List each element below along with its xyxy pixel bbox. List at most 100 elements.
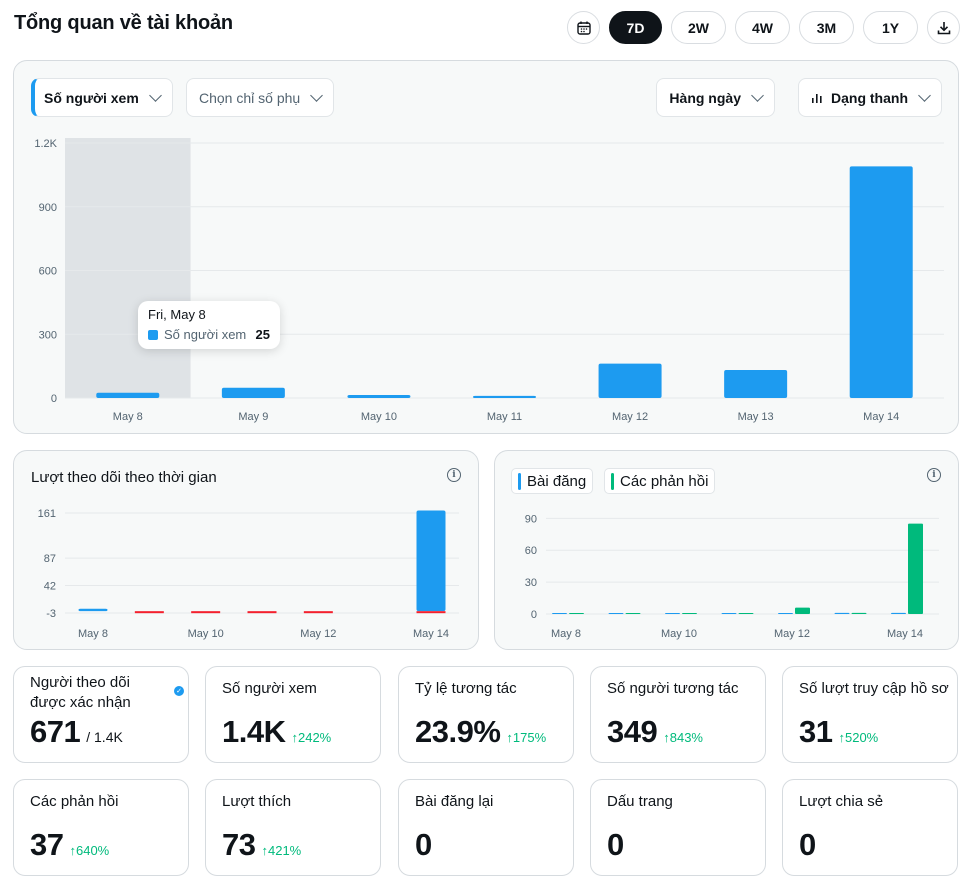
stat-value: 31 bbox=[799, 714, 833, 749]
download-button[interactable] bbox=[927, 11, 960, 44]
stat-value: 0 bbox=[415, 827, 432, 862]
x-tick-label: May 8 bbox=[113, 411, 143, 423]
download-icon bbox=[937, 21, 950, 34]
metric-select-label: Số người xem bbox=[44, 89, 139, 106]
legend-posts[interactable]: Bài đăng bbox=[511, 468, 594, 494]
y-tick-label: 161 bbox=[38, 508, 56, 520]
x-tick-label: May 8 bbox=[551, 628, 581, 640]
x-tick-label: May 12 bbox=[612, 411, 648, 423]
stat-delta: ↑843% bbox=[663, 730, 703, 745]
bar-replies bbox=[851, 612, 867, 614]
stat-value: 37 bbox=[30, 827, 64, 862]
secondary-metric-select[interactable]: Chọn chỉ số phụ bbox=[186, 78, 335, 117]
stat-card-likes[interactable]: Lượt thích 73 ↑421% bbox=[205, 779, 381, 876]
calendar-icon bbox=[576, 21, 591, 35]
frequency-select[interactable]: Hàng ngày bbox=[656, 78, 775, 117]
y-tick-label: 30 bbox=[525, 577, 537, 589]
bar-posts bbox=[778, 613, 793, 614]
stat-card-verified-followers[interactable]: Người theo dõi được xác nhận ✓ 671 / 1.4K bbox=[13, 666, 189, 763]
followers-bar-chart: -3 42 87 161 May 8 May 10 May 12 May 14 bbox=[38, 508, 459, 640]
y-tick-label: 300 bbox=[39, 329, 57, 341]
stat-label: Tỷ lệ tương tác bbox=[415, 680, 517, 697]
verified-badge-icon: ✓ bbox=[174, 686, 184, 696]
bar-followers-loss bbox=[191, 611, 221, 614]
bar-views bbox=[849, 166, 913, 398]
bar-views bbox=[473, 395, 536, 398]
bar-views bbox=[724, 369, 788, 398]
chart-tooltip: Fri, May 8 Số người xem 25 bbox=[138, 301, 280, 349]
bar-posts bbox=[834, 612, 850, 614]
legend-replies-label: Các phản hồi bbox=[620, 472, 709, 490]
x-tick-label: May 10 bbox=[361, 411, 397, 423]
x-tick-label: May 10 bbox=[661, 628, 697, 640]
x-tick-label: May 11 bbox=[487, 411, 522, 423]
stat-card-shares[interactable]: Lượt chia sẻ 0 bbox=[782, 779, 958, 876]
bar-posts bbox=[891, 612, 906, 614]
stat-value: 671 bbox=[30, 714, 81, 749]
bar-followers-loss bbox=[416, 611, 446, 614]
x-tick-label: May 10 bbox=[188, 628, 224, 640]
bar-views bbox=[598, 363, 662, 398]
date-range-bar: 7D 2W 4W 3M 1Y bbox=[567, 11, 960, 44]
bar-views bbox=[221, 387, 285, 398]
range-3m-button[interactable]: 3M bbox=[799, 11, 854, 44]
stat-value: 1.4K bbox=[222, 714, 286, 749]
bar-followers-loss bbox=[303, 611, 333, 614]
stat-card-profile-visits[interactable]: Số lượt truy cập hồ sơ 31 ↑520% bbox=[782, 666, 958, 763]
bar-posts bbox=[608, 613, 624, 614]
stat-card-bookmarks[interactable]: Dấu trang 0 bbox=[590, 779, 766, 876]
legend-replies[interactable]: Các phản hồi bbox=[604, 468, 716, 494]
metric-select[interactable]: Số người xem bbox=[31, 78, 173, 117]
range-4w-button[interactable]: 4W bbox=[735, 11, 790, 44]
x-tick-label: May 12 bbox=[774, 628, 810, 640]
stat-value: 73 bbox=[222, 827, 256, 862]
y-tick-label: -3 bbox=[46, 608, 56, 620]
bar-replies bbox=[569, 613, 584, 614]
stat-card-engagement-rate[interactable]: Tỷ lệ tương tác 23.9% ↑175% bbox=[398, 666, 574, 763]
info-icon[interactable]: i bbox=[927, 468, 941, 482]
x-tick-label: May 13 bbox=[738, 411, 774, 423]
stat-label: Dấu trang bbox=[607, 793, 673, 810]
stat-card-reposts[interactable]: Bài đăng lại 0 bbox=[398, 779, 574, 876]
bar-posts bbox=[552, 613, 567, 614]
tooltip-date: Fri, May 8 bbox=[148, 307, 206, 322]
stat-card-replies[interactable]: Các phản hồi 37 ↑640% bbox=[13, 779, 189, 876]
bar-views bbox=[347, 395, 411, 398]
y-tick-label: 87 bbox=[44, 553, 56, 565]
chart-style-label: Dạng thanh bbox=[831, 89, 908, 106]
x-tick-label: May 14 bbox=[863, 411, 899, 423]
info-icon[interactable]: i bbox=[447, 468, 461, 482]
chart-style-select[interactable]: Dạng thanh bbox=[798, 78, 942, 117]
stat-label: Lượt thích bbox=[222, 793, 292, 810]
bar-replies bbox=[682, 613, 697, 614]
x-tick-label: May 8 bbox=[78, 628, 108, 640]
stat-delta: ↑421% bbox=[261, 843, 302, 858]
stat-card-engaged-users[interactable]: Số người tương tác 349 ↑843% bbox=[590, 666, 766, 763]
bar-followers-gain bbox=[416, 510, 446, 612]
y-tick-label: 900 bbox=[39, 202, 57, 214]
stat-delta: ↑520% bbox=[838, 730, 879, 745]
range-2w-button[interactable]: 2W bbox=[671, 11, 726, 44]
bar-views bbox=[96, 392, 160, 398]
range-1y-button[interactable]: 1Y bbox=[863, 11, 918, 44]
y-tick-label: 0 bbox=[51, 393, 57, 405]
page-title: Tổng quan về tài khoản bbox=[14, 12, 233, 34]
calendar-button[interactable] bbox=[567, 11, 600, 44]
bar-posts bbox=[665, 613, 680, 614]
range-7d-button[interactable]: 7D bbox=[609, 11, 662, 44]
bar-followers-loss bbox=[134, 611, 164, 614]
tooltip-value: 25 bbox=[255, 327, 270, 342]
stat-label: Lượt chia sẻ bbox=[799, 793, 884, 810]
x-tick-label: May 14 bbox=[413, 628, 449, 640]
y-tick-label: 42 bbox=[44, 581, 56, 593]
secondary-select-label: Chọn chỉ số phụ bbox=[199, 89, 301, 106]
legend-posts-swatch bbox=[518, 472, 521, 490]
stat-delta: ↑242% bbox=[291, 730, 332, 745]
legend-replies-swatch bbox=[611, 472, 614, 490]
stat-label: Bài đăng lại bbox=[415, 793, 494, 810]
posts-replies-bar-chart: 0 30 60 90 May 8 May 10 May 12 May 14 bbox=[525, 513, 939, 640]
stat-delta: ↑175% bbox=[506, 730, 547, 745]
bar-followers-loss bbox=[247, 611, 277, 614]
stat-label: Các phản hồi bbox=[30, 793, 119, 810]
stat-card-views[interactable]: Số người xem 1.4K ↑242% bbox=[205, 666, 381, 763]
